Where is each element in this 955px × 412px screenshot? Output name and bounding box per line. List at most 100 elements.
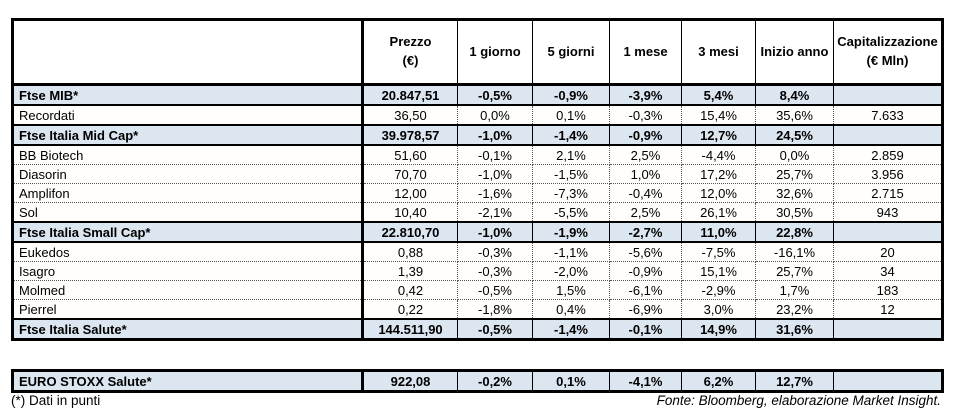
header-cell: Prezzo (€) — [362, 19, 458, 86]
value-cell: -5,5% — [532, 202, 610, 223]
value-cell: -0,4% — [609, 183, 682, 203]
value-cell: -0,9% — [609, 261, 682, 281]
value-cell: 35,6% — [755, 104, 834, 126]
value-cell: -7,3% — [532, 183, 610, 203]
value-cell: 1,7% — [755, 280, 834, 300]
row-label: Molmed — [12, 280, 364, 300]
value-cell: 12 — [833, 299, 943, 320]
value-cell: 943 — [833, 202, 943, 223]
value-cell: -0,3% — [609, 104, 682, 126]
value-cell: 14,9% — [681, 318, 756, 341]
value-cell: 0,1% — [532, 369, 610, 393]
value-cell: 2.859 — [833, 144, 943, 165]
row-label: BB Biotech — [12, 144, 364, 165]
value-cell: 51,60 — [362, 144, 458, 165]
value-cell: -1,6% — [457, 183, 533, 203]
value-cell: 0,88 — [362, 241, 458, 262]
value-cell: 17,2% — [681, 164, 756, 184]
value-cell: 0,0% — [457, 104, 533, 126]
value-cell: -1,0% — [457, 164, 533, 184]
value-cell: 2,1% — [532, 144, 610, 165]
index-row: EURO STOXX Salute* 922,08 -0,2% 0,1% -4,1% 6,… — [12, 369, 943, 393]
value-cell: 25,7% — [755, 164, 834, 184]
value-cell: -1,1% — [532, 241, 610, 262]
value-cell: -2,7% — [609, 221, 682, 243]
value-cell: 26,1% — [681, 202, 756, 223]
header-cell-empty — [12, 19, 364, 86]
row-label: Isagro — [12, 261, 364, 281]
value-cell — [833, 318, 943, 341]
value-cell — [833, 221, 943, 243]
value-cell: 20.847,51 — [362, 83, 458, 106]
header-cell: 3 mesi — [681, 19, 756, 86]
value-cell: -3,9% — [609, 83, 682, 106]
value-cell: 12,00 — [362, 183, 458, 203]
stock-row: Recordati 36,50 0,0% 0,1% -0,3% 15,4% 35,6% 7.6… — [12, 104, 943, 126]
value-cell: 3.956 — [833, 164, 943, 184]
stock-row: BB Biotech 51,60 -0,1% 2,1% 2,5% -4,4% 0,0% 2.8… — [12, 144, 943, 165]
row-label: Pierrel — [12, 299, 364, 320]
value-cell: 0,4% — [532, 299, 610, 320]
value-cell: 25,7% — [755, 261, 834, 281]
value-cell: -16,1% — [755, 241, 834, 262]
value-cell: 23,2% — [755, 299, 834, 320]
stock-row: Pierrel 0,22 -1,8% 0,4% -6,9% 3,0% 23,2% 12 — [12, 299, 943, 320]
performance-table: Prezzo (€) 1 giorno 5 giorni 1 mese 3 mesi Ini… — [11, 18, 944, 341]
row-label: Ftse Italia Mid Cap* — [12, 124, 364, 146]
row-label: Recordati — [12, 104, 364, 126]
value-cell: 8,4% — [755, 83, 834, 106]
value-cell: 12,0% — [681, 183, 756, 203]
value-cell — [833, 124, 943, 146]
value-cell: 1,5% — [532, 280, 610, 300]
stock-row: Molmed 0,42 -0,5% 1,5% -6,1% -2,9% 1,7% 183 — [12, 280, 943, 300]
table-footer: (*) Dati in punti Fonte: Bloomberg, elab… — [11, 393, 941, 408]
row-label: Sol — [12, 202, 364, 223]
index-row: Ftse MIB* 20.847,51 -0,5% -0,9% -3,9% 5,4% 8,4… — [12, 83, 943, 106]
value-cell: 22.810,70 — [362, 221, 458, 243]
value-cell: 1,39 — [362, 261, 458, 281]
footnote-dati-in-punti: (*) Dati in punti — [11, 393, 101, 408]
value-cell: 183 — [833, 280, 943, 300]
value-cell: -7,5% — [681, 241, 756, 262]
value-cell: 11,0% — [681, 221, 756, 243]
index-row: Ftse Italia Salute* 144.511,90 -0,5% -1,4% -… — [12, 318, 943, 341]
value-cell: -0,3% — [457, 261, 533, 281]
value-cell: -0,1% — [609, 318, 682, 341]
value-cell: -1,4% — [532, 318, 610, 341]
stock-row: Sol 10,40 -2,1% -5,5% 2,5% 26,1% 30,5% 943 — [12, 202, 943, 223]
row-label: Ftse MIB* — [12, 83, 364, 106]
value-cell: 12,7% — [681, 124, 756, 146]
value-cell: 15,1% — [681, 261, 756, 281]
value-cell: 31,6% — [755, 318, 834, 341]
value-cell: -0,5% — [457, 318, 533, 341]
header-cell: 5 giorni — [532, 19, 610, 86]
value-cell: -2,1% — [457, 202, 533, 223]
value-cell: 24,5% — [755, 124, 834, 146]
value-cell: 10,40 — [362, 202, 458, 223]
value-cell: -0,3% — [457, 241, 533, 262]
value-cell: 144.511,90 — [362, 318, 458, 341]
value-cell: 3,0% — [681, 299, 756, 320]
value-cell: -4,4% — [681, 144, 756, 165]
value-cell: 7.633 — [833, 104, 943, 126]
stock-row: Amplifon 12,00 -1,6% -7,3% -0,4% 12,0% 32,6% 2.… — [12, 183, 943, 203]
value-cell: 20 — [833, 241, 943, 262]
euro-stoxx-table-container: EURO STOXX Salute* 922,08 -0,2% 0,1% -4,1% 6,… — [11, 369, 944, 393]
value-cell: -2,9% — [681, 280, 756, 300]
source-attribution: Fonte: Bloomberg, elaborazione Market In… — [656, 393, 941, 408]
value-cell: 0,42 — [362, 280, 458, 300]
value-cell: 70,70 — [362, 164, 458, 184]
value-cell — [833, 83, 943, 106]
index-row: Ftse Italia Mid Cap* 39.978,57 -1,0% -1,4% -… — [12, 124, 943, 146]
header-cell: Capitalizzazione (€ Mln) — [833, 19, 943, 86]
value-cell: 1,0% — [609, 164, 682, 184]
value-cell: -0,1% — [457, 144, 533, 165]
row-label: Ftse Italia Salute* — [12, 318, 364, 341]
stock-row: Diasorin 70,70 -1,0% -1,5% 1,0% 17,2% 25,7% 3.9… — [12, 164, 943, 184]
row-label: Diasorin — [12, 164, 364, 184]
header-cell: 1 mese — [609, 19, 682, 86]
main-table-container: Prezzo (€) 1 giorno 5 giorni 1 mese 3 mesi Ini… — [11, 18, 944, 341]
stock-row: Eukedos 0,88 -0,3% -1,1% -5,6% -7,5% -16,1% 20 — [12, 241, 943, 262]
header-cell: Inizio anno — [755, 19, 834, 86]
value-cell: 39.978,57 — [362, 124, 458, 146]
